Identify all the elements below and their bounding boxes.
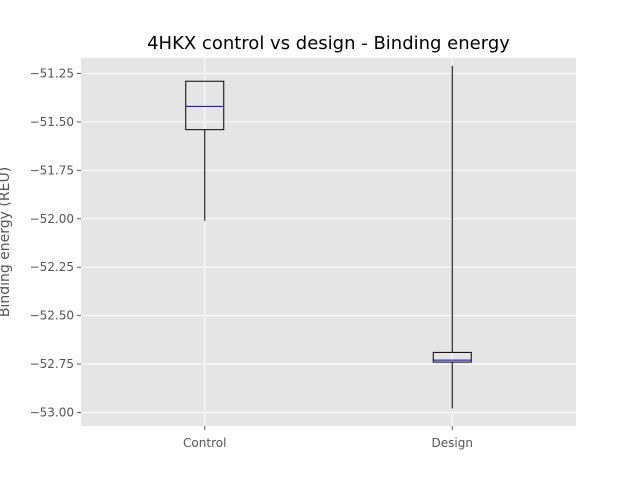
y-tick-label: −51.50 [30, 115, 74, 129]
y-axis-label: Binding energy (REU) [0, 167, 13, 317]
y-tick-label: −52.00 [30, 212, 74, 226]
y-tick-label: −51.75 [30, 163, 74, 177]
box-iqr [185, 80, 225, 131]
chart-title: 4HKX control vs design - Binding energy [147, 33, 510, 54]
y-tick-label: −53.00 [30, 405, 74, 419]
box-design [432, 65, 472, 409]
y-tick-label: −52.50 [30, 309, 74, 323]
x-tick-label: Control [183, 436, 226, 450]
y-tick-label: −52.25 [30, 260, 74, 274]
y-tick-label: −51.25 [30, 66, 74, 80]
y-axis-ticks: −51.25 −51.50 −51.75 −52.00 −52.25 −52.50 −52.… [30, 66, 81, 419]
box-plots [185, 65, 472, 409]
y-tick-label: −52.75 [30, 357, 74, 371]
box-control [185, 80, 225, 221]
x-tick-label: Design [432, 436, 473, 450]
box-iqr [432, 351, 472, 363]
x-axis-ticks: Control Design [183, 426, 473, 450]
plot-background [81, 58, 576, 426]
